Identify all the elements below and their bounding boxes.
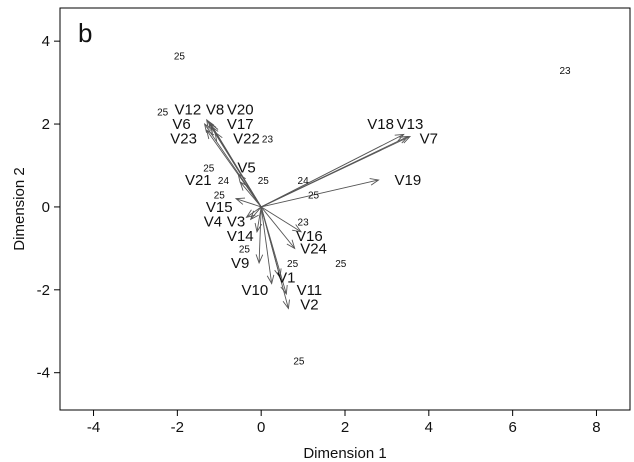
loading-label-v1: V1 (277, 269, 295, 286)
x-tick-label: 8 (592, 419, 600, 436)
arrowhead-v10 (266, 274, 275, 285)
observation-label: 25 (239, 244, 251, 255)
arrowhead-v3 (249, 210, 259, 221)
arrowhead-v22 (214, 131, 223, 142)
y-tick-label: -4 (37, 365, 50, 382)
observation-label: 25 (287, 259, 299, 270)
observation-label: 25 (258, 176, 270, 187)
observation-label: 23 (298, 217, 310, 228)
loading-arrow-v18 (260, 134, 404, 208)
loading-label-v16: V16 (296, 228, 323, 245)
loading-label-v11: V11 (297, 282, 323, 299)
observation-label: 25 (335, 259, 347, 270)
loading-label-v12: V12 (174, 102, 201, 119)
loading-arrow-v10 (260, 206, 273, 284)
arrowhead-v17 (210, 125, 219, 136)
arrowhead-v23 (205, 129, 215, 140)
plot-frame (59, 7, 631, 411)
loading-arrow-v15 (235, 198, 262, 208)
loading-label-v9: V9 (231, 255, 249, 272)
loading-arrow-v9 (258, 206, 262, 263)
x-tick-label: -2 (171, 419, 184, 436)
arrowhead-v7 (400, 135, 412, 144)
loading-label-v18: V18 (367, 116, 394, 133)
arrowhead-v5 (237, 172, 246, 183)
loading-label-v2: V2 (300, 296, 318, 313)
loading-label-v24: V24 (300, 240, 327, 257)
observation-label: 24 (298, 176, 310, 187)
loading-label-v6: V6 (172, 116, 190, 133)
loading-label-v17: V17 (227, 116, 254, 133)
y-tick-label: 4 (42, 33, 50, 50)
y-tick-label: 2 (42, 116, 50, 133)
arrowhead-v6 (203, 123, 213, 133)
x-axis: -4 -2 0 2 4 6 8 (87, 410, 601, 436)
arrowhead-v9 (255, 254, 264, 265)
x-tick-label: -4 (87, 419, 100, 436)
observation-label: 25 (214, 190, 226, 201)
x-tick-label: 2 (341, 419, 349, 436)
loading-arrow-v21 (239, 181, 262, 208)
loading-label-v19: V19 (395, 172, 422, 189)
y-tick-label: 0 (42, 199, 50, 216)
loading-arrow-v3 (250, 206, 262, 220)
loading-label-v8: V8 (206, 102, 224, 119)
loading-arrow-v24 (260, 206, 296, 249)
y-axis: -4 -2 0 2 4 (37, 33, 60, 382)
arrowhead-v18 (394, 133, 405, 142)
y-tick-label: -2 (37, 282, 50, 299)
loading-label-v21: V21 (185, 172, 212, 189)
x-axis-title: Dimension 1 (303, 445, 386, 462)
panel-label: b (78, 18, 92, 48)
observation-label: 25 (203, 164, 215, 175)
x-tick-label: 0 (257, 419, 265, 436)
loading-arrow-v5 (237, 173, 262, 208)
y-axis-title: Dimension 2 (11, 167, 28, 250)
loading-label-v13: V13 (397, 116, 424, 133)
loading-arrow-v19 (261, 179, 379, 208)
observation-label: 25 (157, 108, 169, 119)
observation-label: 25 (293, 356, 305, 367)
loading-label-v23: V23 (170, 131, 197, 148)
arrowhead-v24 (286, 239, 296, 250)
observation-label: 23 (262, 135, 274, 146)
loading-arrow-v16 (260, 206, 302, 233)
loading-label-v7: V7 (420, 131, 438, 148)
loading-arrow-v22 (214, 132, 262, 208)
arrowhead-v11 (280, 284, 288, 296)
observation-label: 23 (559, 66, 571, 77)
x-tick-label: 4 (425, 419, 433, 436)
arrowhead-v2 (282, 299, 290, 310)
loading-arrow-v2 (260, 206, 289, 309)
loading-label-v3: V3 (227, 213, 245, 230)
loading-label-v14: V14 (227, 228, 254, 245)
loading-arrow-v7 (260, 136, 411, 208)
x-tick-label: 6 (508, 419, 516, 436)
loading-arrow-v4 (246, 206, 262, 218)
arrowhead-v4 (245, 209, 256, 218)
loading-label-v4: V4 (204, 213, 222, 230)
loading-label-v22: V22 (233, 131, 260, 148)
loading-arrow-v14 (256, 206, 262, 232)
observation-label: 24 (218, 176, 230, 187)
loading-label-v10: V10 (242, 282, 269, 299)
observation-label: 25 (308, 190, 320, 201)
loading-label-v20: V20 (227, 102, 254, 119)
loading-arrows (203, 118, 412, 310)
observation-label: 25 (174, 52, 186, 63)
arrowhead-v15 (234, 197, 246, 205)
loading-label-v15: V15 (206, 199, 233, 216)
arrowhead-v21 (239, 181, 249, 191)
arrowhead-v19 (369, 178, 380, 186)
arrowhead-v16 (292, 224, 303, 233)
loading-label-v5: V5 (237, 160, 255, 177)
